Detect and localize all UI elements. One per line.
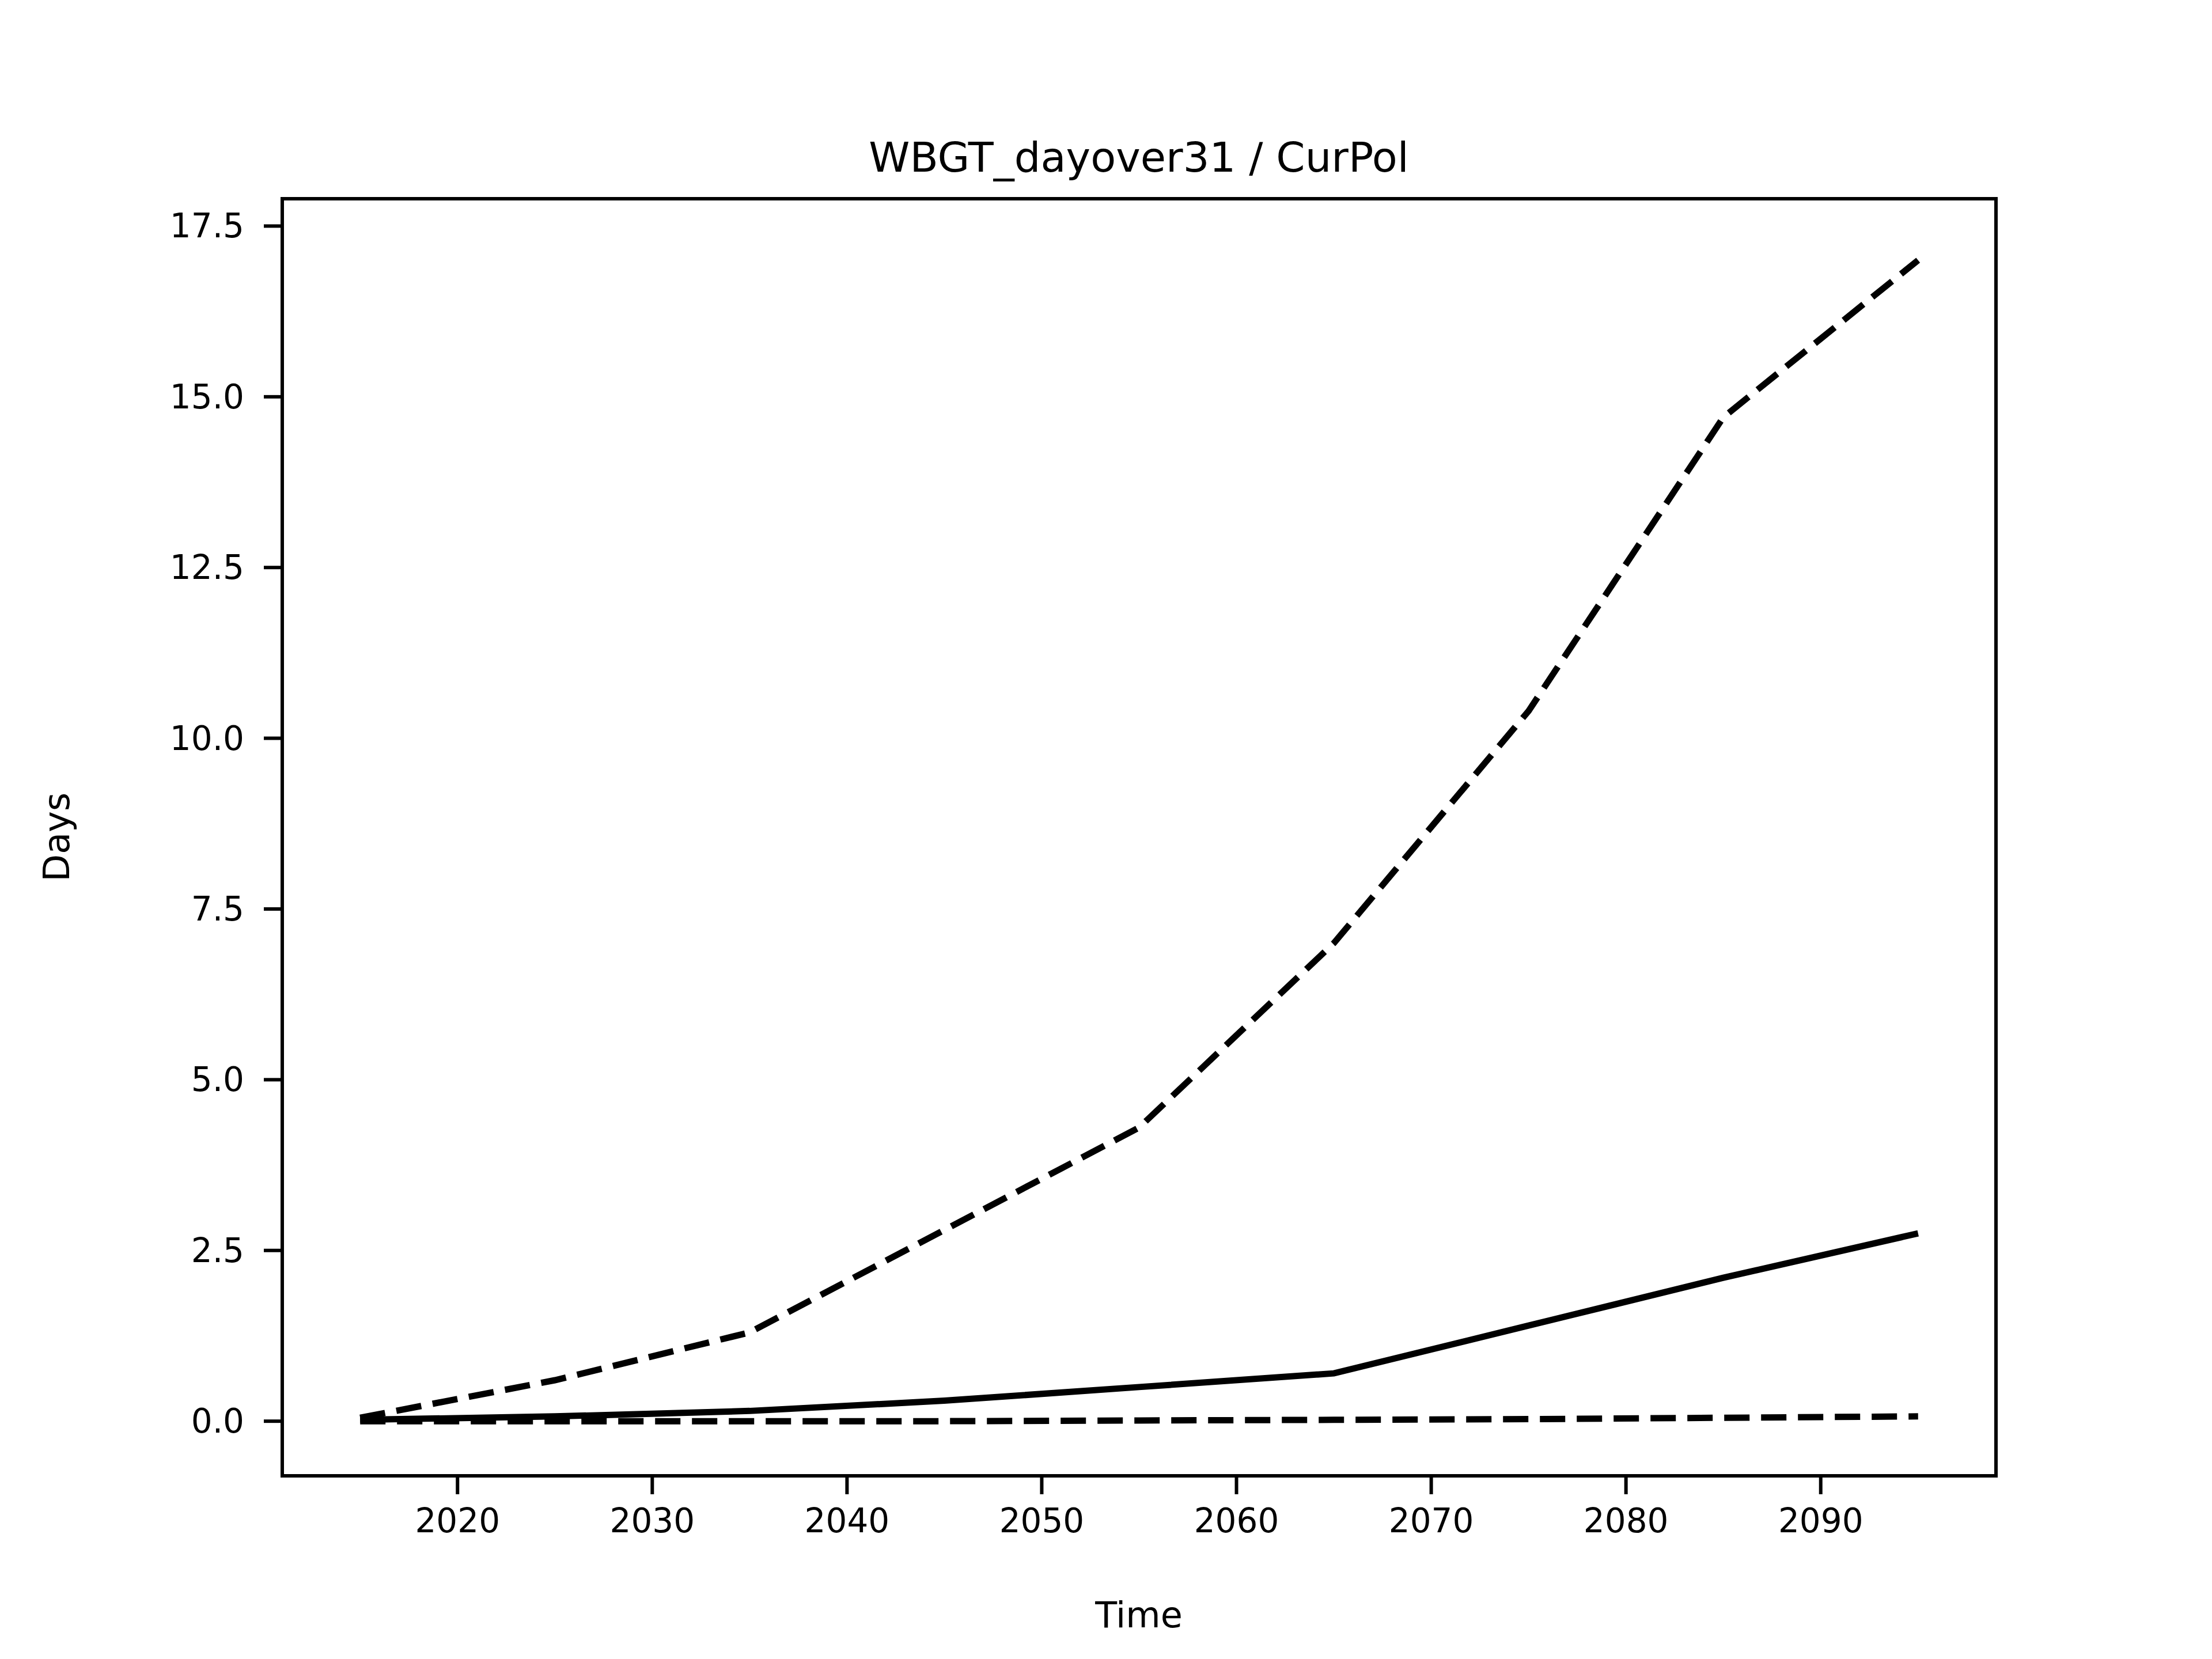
y-tick-label: 15.0 — [170, 377, 244, 416]
y-axis-label: Days — [36, 793, 78, 882]
x-tick-label: 2030 — [610, 1501, 695, 1540]
y-tick-label: 5.0 — [191, 1060, 244, 1099]
upper-dashed-line — [360, 260, 1918, 1418]
y-axis: 0.0 2.5 5.0 7.5 10.0 12.5 15.0 17.5 — [170, 206, 282, 1441]
plot-area — [282, 199, 1996, 1476]
x-tick-label: 2060 — [1194, 1501, 1279, 1540]
data-lines — [360, 260, 1918, 1421]
y-tick-label: 10.0 — [170, 719, 244, 758]
chart-title: WBGT_dayover31 / CurPol — [869, 133, 1409, 181]
y-tick-label: 12.5 — [170, 548, 244, 587]
x-tick-label: 2020 — [415, 1501, 500, 1540]
solid-line — [360, 1233, 1918, 1420]
x-axis: 2020 2030 2040 2050 2060 2070 2080 2090 — [415, 1476, 1863, 1540]
chart-svg: 2020 2030 2040 2050 2060 2070 2080 2090 0.0 2.5 5… — [0, 0, 2212, 1659]
matplotlib-figure: 2020 2030 2040 2050 2060 2070 2080 2090 0.0 2.5 5… — [0, 0, 2212, 1659]
y-tick-label: 7.5 — [191, 889, 244, 929]
x-tick-label: 2080 — [1584, 1501, 1669, 1540]
x-axis-label: Time — [1094, 1594, 1183, 1636]
x-tick-label: 2070 — [1389, 1501, 1474, 1540]
x-tick-label: 2040 — [805, 1501, 890, 1540]
x-tick-label: 2090 — [1778, 1501, 1863, 1540]
y-tick-label: 17.5 — [170, 206, 244, 245]
y-tick-label: 2.5 — [191, 1231, 244, 1270]
y-tick-label: 0.0 — [191, 1402, 244, 1441]
x-tick-label: 2050 — [999, 1501, 1085, 1540]
